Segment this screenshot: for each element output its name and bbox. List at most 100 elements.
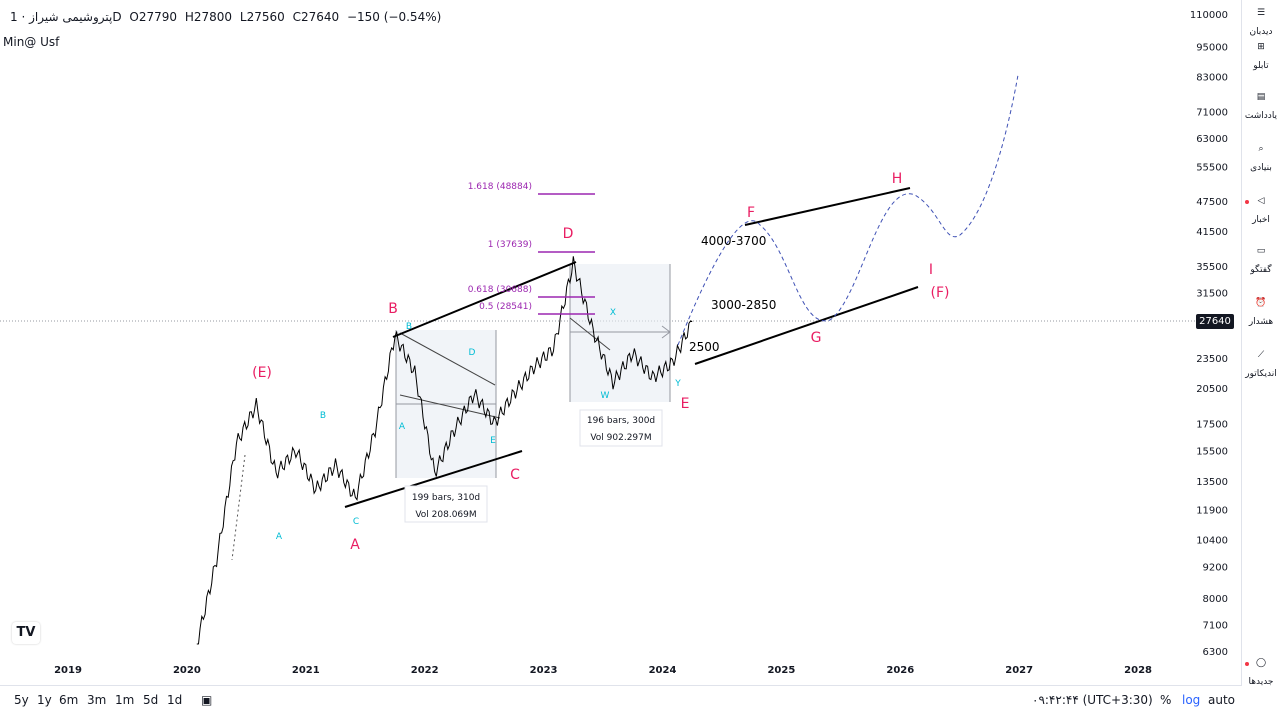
range-vol-2: Vol 902.297M — [590, 433, 651, 443]
alarm-icon: ⏰ — [1255, 298, 1267, 308]
news-button[interactable]: ◁ اخبار — [1252, 196, 1270, 225]
wave-label: D — [563, 226, 574, 242]
wave-label: H — [892, 171, 903, 187]
y-tick-label: 20500 — [1196, 384, 1228, 395]
x-tick-label: 2027 — [1005, 665, 1033, 676]
symbol-name[interactable]: پتروشیمی شیراز · 1D — [10, 10, 122, 24]
grid-icon: ⊞ — [1257, 42, 1265, 52]
range-3m[interactable]: 3m — [87, 693, 107, 707]
y-tick-label: 15500 — [1196, 446, 1228, 457]
y-tick-label: 63000 — [1196, 134, 1228, 145]
date-range-icon[interactable]: ▣ — [201, 693, 213, 707]
y-tick-label: 17500 — [1196, 419, 1228, 430]
target-label: 2500 — [689, 340, 720, 354]
subwave-label: B — [320, 411, 326, 421]
projection-path-early — [231, 454, 246, 561]
auto-toggle[interactable]: auto — [1208, 693, 1236, 707]
indicator-button[interactable]: ⟋ اندیکاتور — [1245, 350, 1277, 379]
list-icon: ☰ — [1256, 8, 1266, 18]
range-bars-1: 199 bars, 310d — [412, 493, 480, 503]
board-button[interactable]: ⊞ تابلو — [1253, 42, 1269, 71]
y-tick-label: 8000 — [1203, 594, 1228, 605]
y-tick-label: 6300 — [1203, 647, 1228, 658]
fib-label: 1 (37639) — [488, 240, 532, 250]
y-tick-label: 23500 — [1196, 354, 1228, 365]
triangle-line — [399, 332, 496, 386]
wave-label: I — [929, 262, 933, 278]
alert-button[interactable]: ⏰ هشدار — [1248, 298, 1274, 327]
channel-upper-1 — [392, 261, 577, 338]
price-chart[interactable]: 2019 2020 2021 2022 2023 2024 2025 2026 2027 2028… — [0, 0, 1242, 685]
range-1y[interactable]: 1y — [37, 693, 52, 707]
whats-new-button[interactable]: ◯ جدیدها — [1248, 658, 1274, 687]
y-tick-label: 7100 — [1203, 620, 1228, 631]
y-tick-label: 9200 — [1203, 563, 1228, 574]
wave-label: C — [510, 467, 520, 483]
fib-label: 0.5 (28541) — [479, 302, 532, 312]
lightbulb-icon: ◯ — [1255, 658, 1267, 668]
tradingview-logo[interactable]: TV — [12, 622, 40, 644]
range-1m[interactable]: 1m — [115, 693, 135, 707]
close-value: C27640 — [292, 10, 340, 24]
range-5y[interactable]: 5y — [14, 693, 29, 707]
range-6m[interactable]: 6m — [59, 693, 79, 707]
right-toolbar: ☰ دیدبان ⊞ تابلو ▤ یادداشت ⌕ بنیادی ◁ اخبار ▭… — [1241, 0, 1280, 715]
clock[interactable]: ۰۹:۴۲:۴۴ (UTC+3:30) — [1032, 693, 1153, 707]
y-tick-label: 31500 — [1196, 289, 1228, 300]
subwave-label: A — [276, 532, 283, 542]
wave-label: G — [811, 330, 822, 346]
megaphone-icon: ◁ — [1257, 196, 1265, 206]
channel-upper-2 — [744, 187, 911, 226]
x-tick-label: 2020 — [173, 665, 201, 676]
indicator-label: Min@ Usf — [3, 35, 60, 49]
y-tick-label: 71000 — [1196, 108, 1228, 119]
wave-label: A — [350, 537, 360, 553]
subwave-label: X — [610, 308, 616, 318]
open-value: O27790 — [129, 10, 178, 24]
log-toggle[interactable]: log — [1182, 693, 1201, 707]
fundamentals-button[interactable]: ⌕ بنیادی — [1250, 144, 1272, 173]
doc-search-icon: ⌕ — [1258, 144, 1264, 154]
y-tick-label: 35500 — [1196, 262, 1228, 273]
subwave-label: E — [490, 436, 496, 446]
range-5d[interactable]: 5d — [143, 693, 159, 707]
wave-label: F — [747, 205, 755, 221]
y-tick-label: 10400 — [1196, 535, 1228, 546]
wave-label: (E) — [252, 365, 272, 381]
price-series — [196, 256, 693, 645]
range-box-2-arrowhead — [661, 325, 671, 339]
x-tick-label: 2025 — [767, 665, 795, 676]
y-tick-label: 83000 — [1196, 73, 1228, 84]
bottom-toolbar: 5y 1y 6m 3m 1m 5d 1d ▣ ۰۹:۴۲:۴۴ (UTC+3:3… — [0, 685, 1242, 716]
x-tick-label: 2019 — [54, 665, 82, 676]
subwave-label: B — [406, 322, 412, 332]
y-tick-label: 11900 — [1196, 505, 1228, 516]
y-tick-label: 13500 — [1196, 477, 1228, 488]
watchlist-button[interactable]: ☰ دیدبان — [1249, 8, 1273, 37]
target-label: 4000-3700 — [701, 234, 766, 248]
notes-button[interactable]: ▤ یادداشت — [1244, 92, 1278, 121]
subwave-label: Y — [674, 379, 681, 389]
x-tick-label: 2021 — [292, 665, 320, 676]
wave-label: B — [388, 301, 398, 317]
chat-icon: ▭ — [1256, 246, 1266, 256]
projection-path — [677, 74, 1019, 346]
x-axis: 2019 2020 2021 2022 2023 2024 2025 2026 2027 2028 — [54, 665, 1152, 676]
range-1d[interactable]: 1d — [167, 693, 183, 707]
range-vol-1: Vol 208.069M — [415, 510, 476, 520]
fib-label: 0.618 (30688) — [468, 285, 532, 295]
y-tick-label: 95000 — [1196, 43, 1228, 54]
wave-label: E — [681, 396, 690, 412]
change-value: −150 (−0.54%) — [346, 10, 442, 24]
chat-button[interactable]: ▭ گفتگو — [1250, 246, 1272, 275]
x-tick-label: 2023 — [530, 665, 558, 676]
last-price-tag: 27640 — [1196, 314, 1234, 329]
range-box-2 — [570, 264, 670, 402]
channel-lower-2 — [694, 286, 919, 365]
note-icon: ▤ — [1256, 92, 1266, 102]
subwave-label: C — [353, 517, 359, 527]
x-tick-label: 2026 — [886, 665, 914, 676]
low-value: L27560 — [239, 10, 285, 24]
percent-toggle[interactable]: % — [1160, 693, 1172, 707]
subwave-label: D — [469, 348, 476, 358]
